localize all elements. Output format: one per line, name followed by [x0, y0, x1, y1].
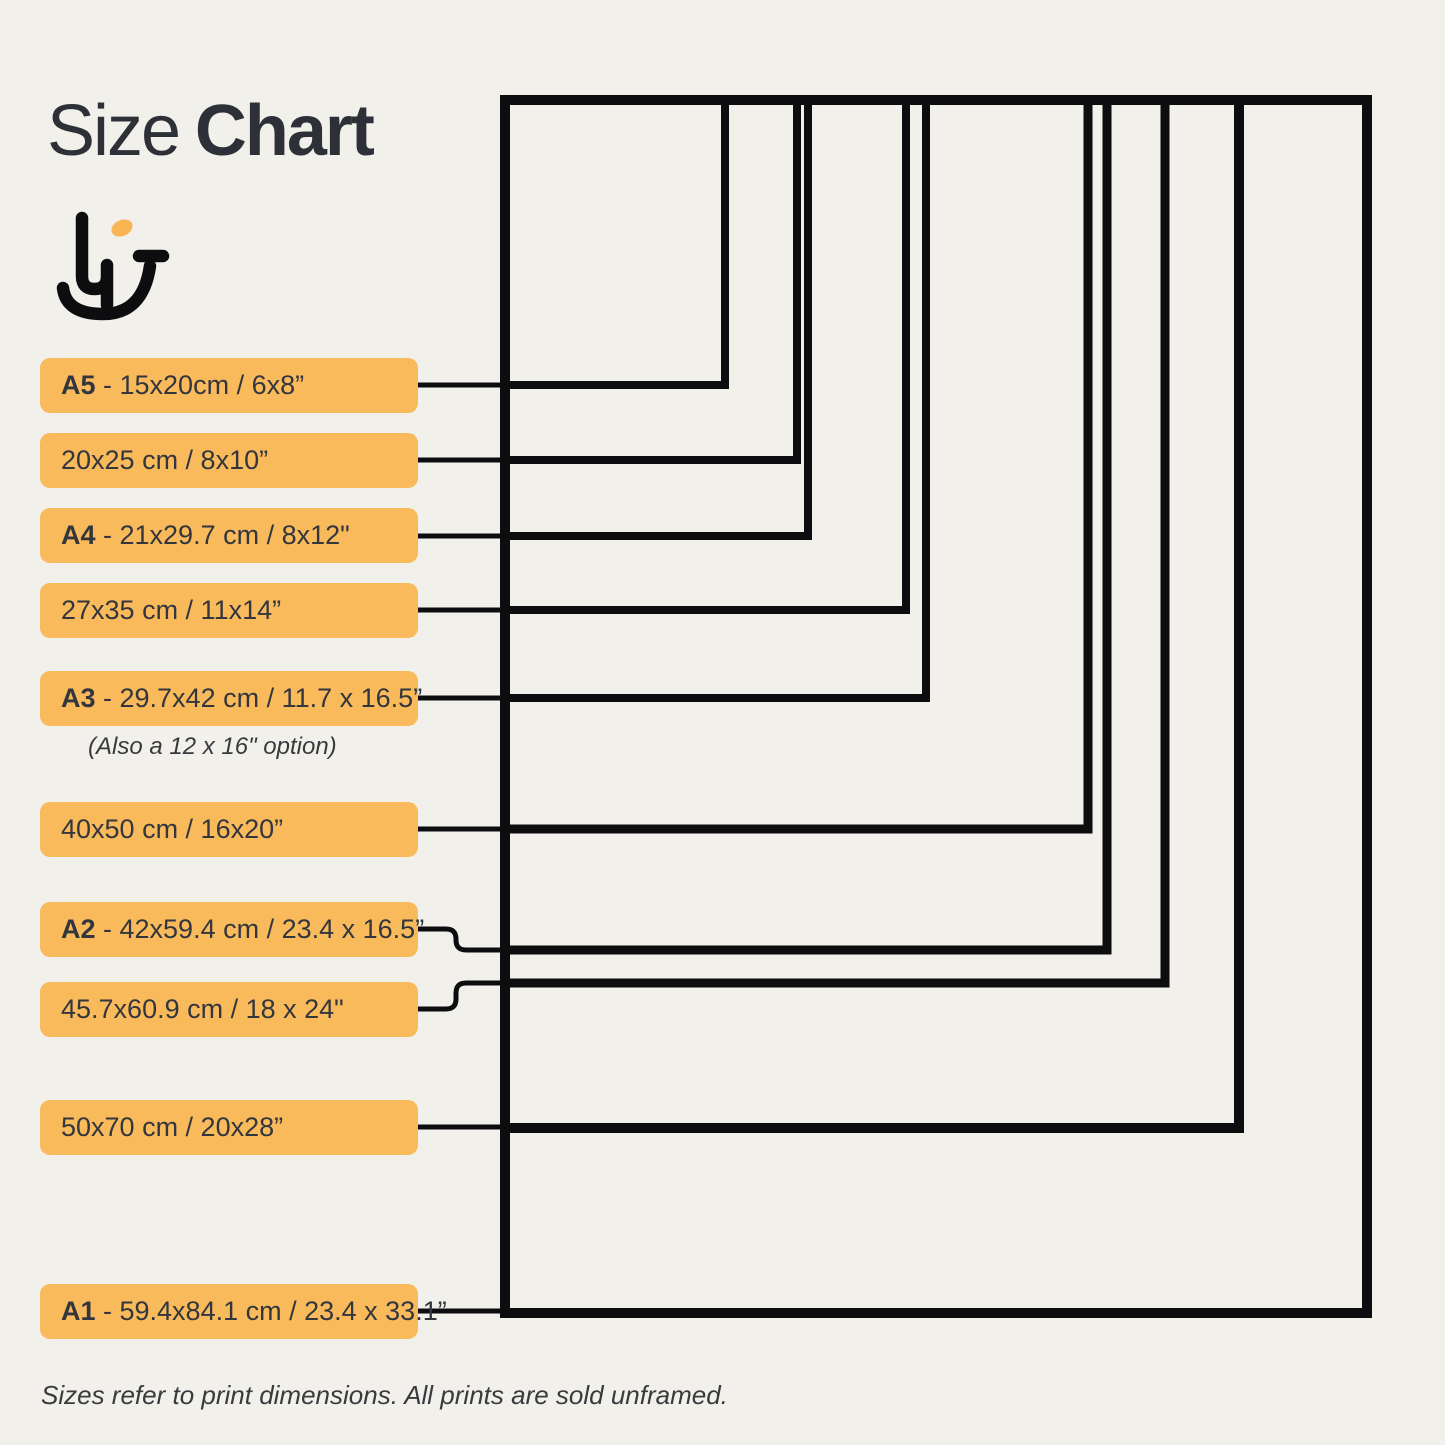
size-badge-a5: A5 - 15x20cm / 6x8”: [40, 358, 418, 413]
title-regular: Size: [47, 91, 181, 171]
badge-label: 40x50 cm / 16x20”: [61, 814, 284, 844]
connector-a2: [418, 926, 510, 953]
size-badge-a3: A3 - 29.7x42 cm / 11.7 x 16.5”: [40, 671, 422, 726]
badge-label: 45.7x60.9 cm / 18 x 24": [61, 994, 344, 1024]
size-badge-50x70: 50x70 cm / 20x28”: [40, 1100, 418, 1155]
badge-label: - 59.4x84.1 cm / 23.4 x 33.1”: [95, 1296, 447, 1326]
brand-logo-icon: [56, 211, 170, 321]
a3-note: (Also a 12 x 16" option): [88, 733, 337, 760]
badge-size-code: A3: [61, 683, 96, 713]
size-badge-a2: A2 - 42x59.4 cm / 23.4 x 16.5”: [40, 902, 424, 957]
badge-label: 27x35 cm / 11x14”: [61, 595, 282, 625]
size-rect-45x60: [500, 95, 1170, 988]
badge-label: 20x25 cm / 8x10”: [61, 445, 269, 475]
size-badge-40x50: 40x50 cm / 16x20”: [40, 802, 418, 857]
badge-label: 50x70 cm / 20x28”: [61, 1112, 284, 1142]
logo-smile: [56, 259, 157, 321]
logo-accent-dot: [111, 219, 133, 237]
connector-45x60: [418, 980, 510, 1012]
badge-label: - 15x20cm / 6x8”: [95, 370, 305, 400]
size-badge-a1: A1 - 59.4x84.1 cm / 23.4 x 33.1”: [40, 1284, 447, 1339]
page-title: Size Chart: [47, 91, 375, 171]
footer-note: Sizes refer to print dimensions. All pri…: [41, 1380, 728, 1410]
size-badge-a4: A4 - 21x29.7 cm / 8x12": [40, 508, 418, 563]
title-bold: Chart: [194, 91, 375, 171]
size-badge-45x60: 45.7x60.9 cm / 18 x 24": [40, 982, 418, 1037]
badge-size-code: A4: [61, 520, 96, 550]
badge-size-code: A5: [61, 370, 96, 400]
size-badge-27x35: 27x35 cm / 11x14”: [40, 583, 418, 638]
size-rect-a5: [501, 96, 729, 389]
logo-squiggle: [75, 211, 114, 312]
badge-size-code: A2: [61, 914, 96, 944]
size-rect-a4: [501, 96, 812, 540]
badge-size-code: A1: [61, 1296, 96, 1326]
size-rect-20x25: [501, 96, 801, 464]
badge-label: - 29.7x42 cm / 11.7 x 16.5”: [95, 683, 423, 713]
size-rect-a1: [500, 95, 1372, 1318]
badge-label: - 21x29.7 cm / 8x12": [95, 520, 350, 550]
size-badge-20x25: 20x25 cm / 8x10”: [40, 433, 418, 488]
badge-label: - 42x59.4 cm / 23.4 x 16.5”: [95, 914, 425, 944]
